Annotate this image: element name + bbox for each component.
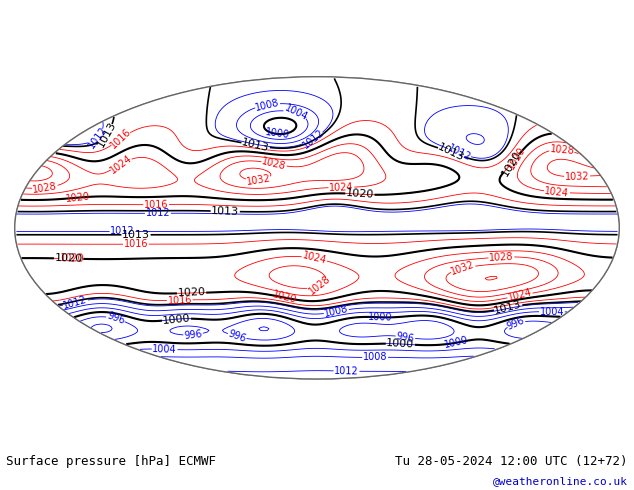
Point [312, 224, 322, 232]
Point [312, 224, 322, 232]
Point [312, 224, 322, 232]
Text: 1020: 1020 [178, 288, 206, 298]
Text: 1020: 1020 [271, 290, 297, 305]
Point [312, 224, 322, 232]
Text: 1004: 1004 [152, 344, 177, 355]
Text: 1004: 1004 [540, 307, 564, 317]
Point [312, 224, 322, 232]
Point [312, 224, 322, 232]
Text: 1020: 1020 [65, 191, 91, 204]
Point [312, 224, 322, 232]
Text: Surface pressure [hPa] ECMWF: Surface pressure [hPa] ECMWF [6, 455, 216, 468]
Text: 1013: 1013 [122, 230, 150, 240]
Text: 1016: 1016 [167, 294, 192, 306]
Text: 1004: 1004 [283, 103, 309, 123]
Point [312, 224, 322, 232]
Text: 1024: 1024 [329, 182, 354, 193]
Text: 996: 996 [105, 311, 126, 326]
Point [312, 224, 322, 232]
Text: 1016: 1016 [124, 239, 148, 249]
Text: 1016: 1016 [144, 199, 169, 210]
Text: 1016: 1016 [108, 127, 133, 151]
Text: @weatheronline.co.uk: @weatheronline.co.uk [493, 476, 628, 486]
Text: 1012: 1012 [146, 208, 170, 219]
Text: 1013: 1013 [436, 142, 466, 163]
Point [312, 224, 322, 232]
Point [312, 224, 322, 232]
Text: 1008: 1008 [323, 304, 349, 319]
Text: 1000: 1000 [443, 335, 469, 350]
Point [312, 224, 322, 232]
Point [312, 224, 322, 232]
Point [312, 224, 322, 232]
Text: 1012: 1012 [446, 143, 472, 163]
Text: 1000: 1000 [264, 127, 290, 141]
Text: 1028: 1028 [261, 156, 287, 171]
Text: 1013: 1013 [493, 299, 523, 316]
Text: 1028: 1028 [307, 274, 332, 297]
Text: 1024: 1024 [507, 288, 533, 303]
Text: 1012: 1012 [62, 294, 89, 311]
Text: 1000: 1000 [368, 312, 392, 322]
Text: 1032: 1032 [565, 171, 590, 182]
Text: 1024: 1024 [301, 250, 328, 266]
Text: 996: 996 [227, 328, 247, 344]
Point [312, 224, 322, 232]
Text: 1032: 1032 [246, 173, 272, 187]
Point [312, 224, 322, 232]
Point [312, 224, 322, 232]
Text: 1020: 1020 [506, 145, 527, 171]
Point [312, 224, 322, 232]
Text: 1028: 1028 [489, 251, 514, 263]
Point [312, 224, 322, 232]
Point [312, 224, 322, 232]
Point [312, 224, 322, 232]
Text: 1012: 1012 [334, 366, 359, 376]
Point [312, 224, 322, 232]
Text: 1020: 1020 [55, 253, 83, 264]
Point [312, 224, 322, 232]
Point [312, 224, 322, 232]
Text: 1000: 1000 [162, 313, 191, 325]
Text: 1020: 1020 [346, 188, 374, 200]
Text: 1008: 1008 [363, 352, 387, 363]
Text: 1012: 1012 [110, 226, 135, 237]
Point [312, 224, 322, 232]
Text: 1024: 1024 [544, 186, 570, 198]
Text: 1028: 1028 [32, 181, 58, 195]
Point [312, 224, 322, 232]
Point [312, 224, 322, 232]
Text: 996: 996 [505, 315, 526, 332]
Text: 1013: 1013 [96, 119, 118, 148]
Text: 1008: 1008 [254, 97, 280, 112]
Point [312, 224, 322, 232]
Point [312, 224, 322, 232]
Text: 1013: 1013 [241, 137, 270, 153]
Ellipse shape [15, 77, 619, 379]
Point [312, 224, 322, 232]
Text: 1012: 1012 [301, 127, 326, 150]
Point [312, 224, 322, 232]
Text: 1000: 1000 [386, 338, 415, 350]
Text: 1012: 1012 [86, 124, 109, 150]
Text: Tu 28-05-2024 12:00 UTC (12+72): Tu 28-05-2024 12:00 UTC (12+72) [395, 455, 628, 468]
Point [312, 224, 322, 232]
Text: 1024: 1024 [108, 153, 134, 175]
Point [312, 224, 322, 232]
Ellipse shape [15, 77, 619, 379]
Point [312, 224, 322, 232]
Text: 996: 996 [396, 331, 415, 343]
Text: 1020: 1020 [500, 149, 523, 178]
Text: 996: 996 [183, 329, 203, 341]
Text: 1028: 1028 [549, 144, 574, 156]
Point [312, 224, 322, 232]
Point [312, 224, 322, 232]
Point [312, 224, 322, 232]
Text: 1032: 1032 [450, 260, 476, 277]
Text: 1013: 1013 [211, 206, 240, 217]
Text: 1020: 1020 [60, 253, 84, 264]
